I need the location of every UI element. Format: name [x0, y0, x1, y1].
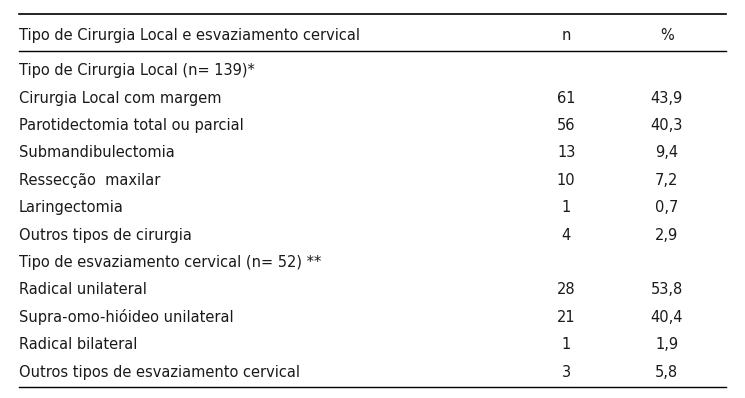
Text: 61: 61: [557, 90, 575, 105]
Text: %: %: [660, 28, 673, 43]
Text: Outros tipos de esvaziamento cervical: Outros tipos de esvaziamento cervical: [19, 365, 299, 380]
Text: 4: 4: [562, 228, 571, 242]
Text: 56: 56: [557, 118, 575, 133]
Text: 40,4: 40,4: [650, 310, 683, 325]
Text: Submandibulectomia: Submandibulectomia: [19, 145, 174, 160]
Text: 28: 28: [557, 282, 575, 297]
Text: Radical unilateral: Radical unilateral: [19, 282, 147, 297]
Text: 1: 1: [562, 200, 571, 215]
Text: Supra-omo-hióideo unilateral: Supra-omo-hióideo unilateral: [19, 309, 233, 325]
Text: Cirurgia Local com margem: Cirurgia Local com margem: [19, 90, 221, 105]
Text: 2,9: 2,9: [655, 228, 679, 242]
Text: 3: 3: [562, 365, 571, 380]
Text: Laringectomia: Laringectomia: [19, 200, 124, 215]
Text: 53,8: 53,8: [650, 282, 683, 297]
Text: n: n: [562, 28, 571, 43]
Text: 1: 1: [562, 337, 571, 352]
Text: Radical bilateral: Radical bilateral: [19, 337, 137, 352]
Text: 43,9: 43,9: [650, 90, 683, 105]
Text: Tipo de Cirurgia Local (n= 139)*: Tipo de Cirurgia Local (n= 139)*: [19, 63, 255, 78]
Text: 1,9: 1,9: [655, 337, 679, 352]
Text: 40,3: 40,3: [650, 118, 683, 133]
Text: 13: 13: [557, 145, 575, 160]
Text: Outros tipos de cirurgia: Outros tipos de cirurgia: [19, 228, 191, 242]
Text: 7,2: 7,2: [655, 173, 679, 188]
Text: Ressecção  maxilar: Ressecção maxilar: [19, 173, 160, 188]
Text: 9,4: 9,4: [655, 145, 679, 160]
Text: 10: 10: [557, 173, 575, 188]
Text: 21: 21: [557, 310, 575, 325]
Text: 0,7: 0,7: [655, 200, 679, 215]
Text: Tipo de esvaziamento cervical (n= 52) **: Tipo de esvaziamento cervical (n= 52) **: [19, 255, 321, 270]
Text: Tipo de Cirurgia Local e esvaziamento cervical: Tipo de Cirurgia Local e esvaziamento ce…: [19, 28, 360, 43]
Text: 5,8: 5,8: [655, 365, 679, 380]
Text: Parotidectomia total ou parcial: Parotidectomia total ou parcial: [19, 118, 244, 133]
